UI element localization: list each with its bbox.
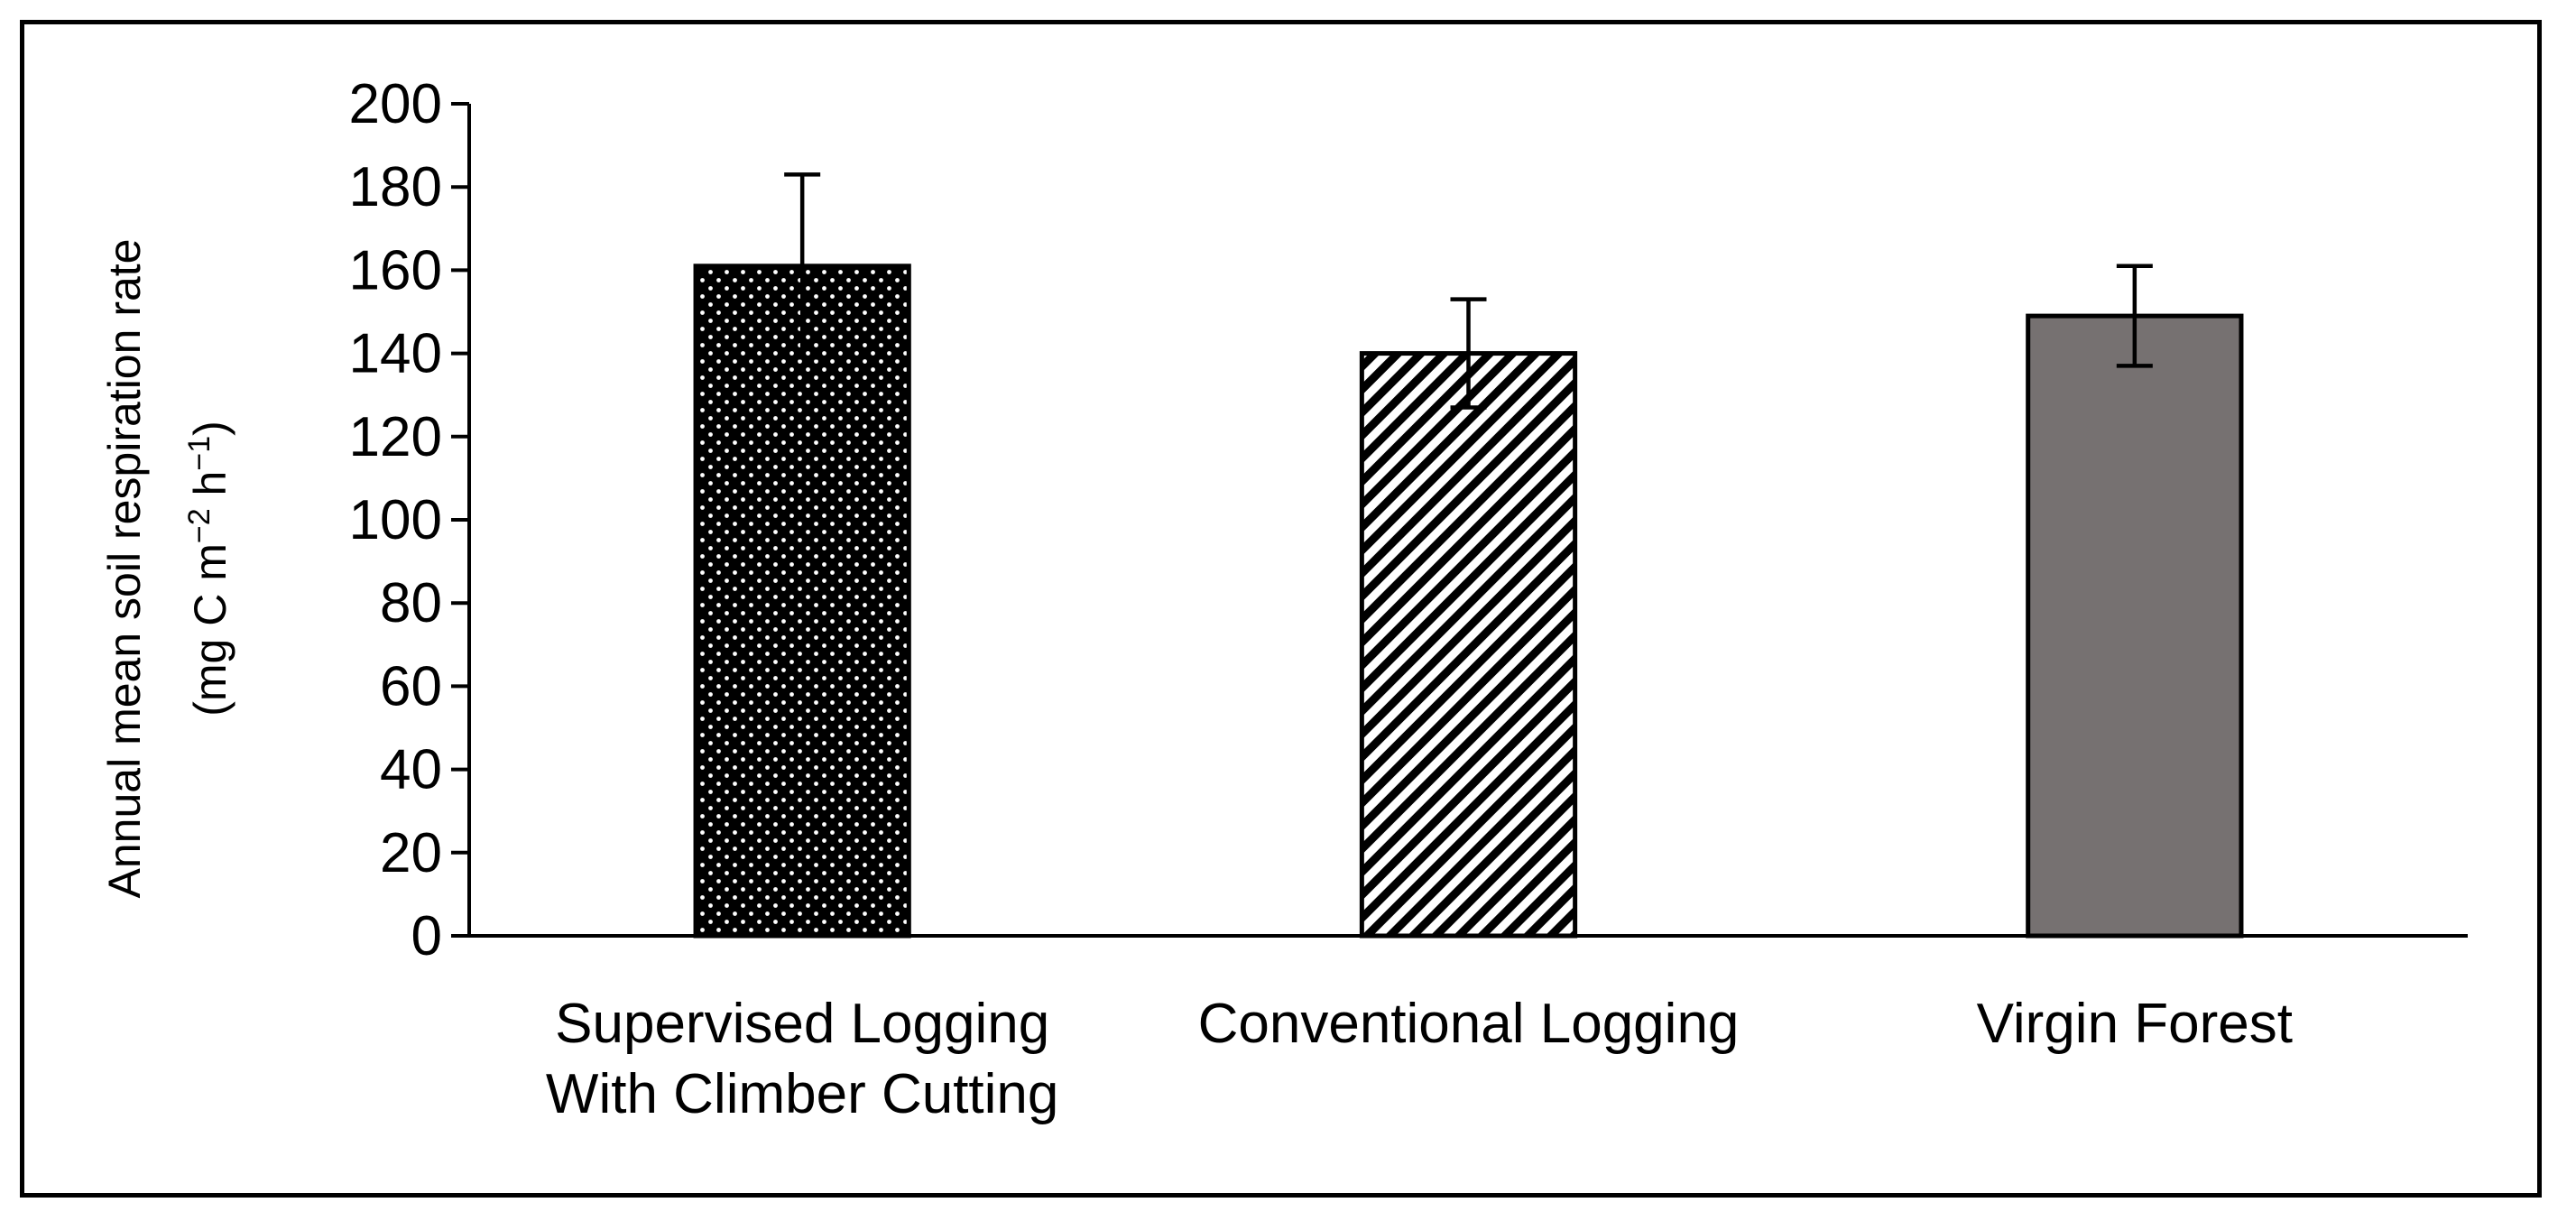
y-axis-title-line2: (mg C m−2 h−1)	[182, 421, 235, 717]
y-tick-label: 40	[380, 739, 442, 801]
y-tick-label: 80	[380, 572, 442, 634]
y-tick-label: 180	[349, 156, 442, 218]
y-axis-title-line1: Annual mean soil respiration rate	[99, 239, 150, 899]
y-axis-unit-part: h	[185, 471, 235, 509]
bars-group	[693, 264, 2244, 939]
y-tick-label: 120	[349, 406, 442, 468]
bar	[2026, 313, 2244, 939]
category-label: Supervised Logging With Climber Cutting	[546, 993, 1058, 1125]
y-axis: 0 20 40 60 80 100 120 140 160 180 200	[349, 73, 471, 967]
y-tick-label: 100	[349, 489, 442, 551]
category-label: Virgin Forest	[1977, 993, 2293, 1055]
error-bars-group	[784, 172, 2153, 410]
y-axis-unit-exponent: −2	[182, 508, 217, 543]
y-tick-label: 60	[380, 655, 442, 717]
category-label-line: Conventional Logging	[1198, 993, 1740, 1055]
y-axis-unit-part: (mg C m	[185, 543, 235, 717]
y-tick-label: 20	[380, 822, 442, 884]
chart-frame	[20, 20, 2542, 1198]
bar	[1359, 351, 1578, 939]
category-labels: Supervised Logging With Climber Cutting Co…	[546, 993, 2293, 1125]
category-label-line: With Climber Cutting	[546, 1063, 1058, 1125]
bar	[693, 264, 911, 939]
category-label: Conventional Logging	[1198, 993, 1740, 1055]
y-axis-title: Annual mean soil respiration rate (mg C …	[99, 239, 235, 899]
y-tick-label: 0	[411, 905, 442, 967]
category-label-line: Virgin Forest	[1977, 993, 2293, 1055]
y-tick-label: 160	[349, 239, 442, 301]
category-label-line: Supervised Logging	[555, 993, 1049, 1055]
y-axis-unit-exponent: −1	[182, 436, 217, 471]
y-tick-label: 140	[349, 323, 442, 385]
y-tick-label: 200	[349, 73, 442, 135]
y-axis-unit-part: )	[185, 421, 235, 436]
